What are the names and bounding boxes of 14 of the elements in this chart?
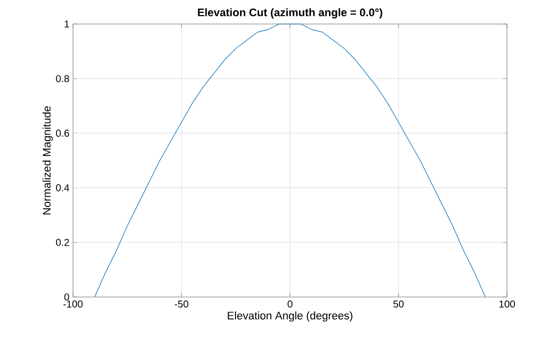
y-axis-title: Normalized Magnitude <box>42 106 53 214</box>
x-tick-label: 100 <box>499 300 515 308</box>
y-tick-label: 0.6 <box>56 130 70 137</box>
x-axis-title: Elevation Angle (degrees) <box>228 311 352 322</box>
y-tick-label: 0.8 <box>56 75 70 82</box>
x-tick-label: 50 <box>393 300 404 308</box>
y-tick-label: 0.4 <box>56 184 70 192</box>
y-tick-label: 0 <box>64 293 70 301</box>
x-tick-label: -100 <box>63 300 83 308</box>
y-tick-label: 1 <box>64 20 70 28</box>
chart-title: Elevation Cut (azimuth angle = 0.0°) <box>198 8 382 19</box>
x-tick-label: 0 <box>288 300 292 308</box>
x-tick-label: -50 <box>174 300 188 308</box>
y-tick-label: 0.2 <box>56 238 69 246</box>
